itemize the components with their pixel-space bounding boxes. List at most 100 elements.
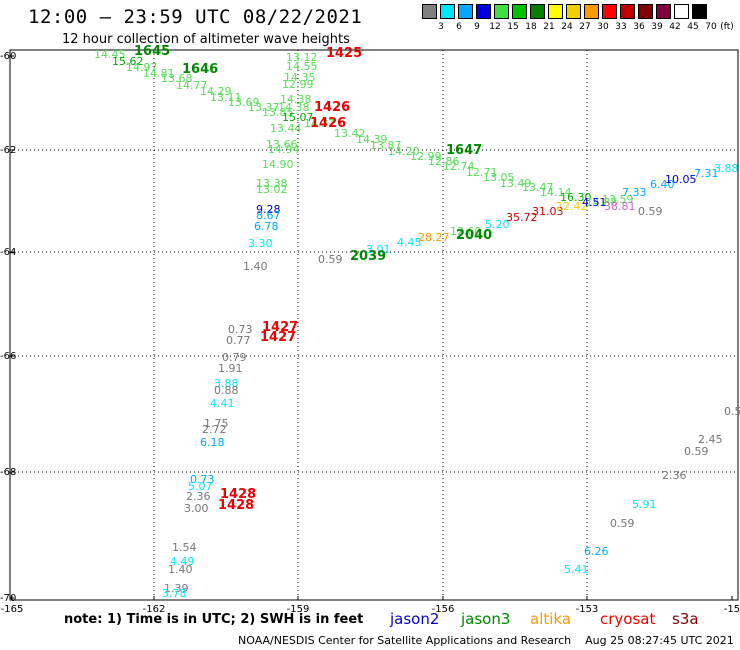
wave-height-label: 3.01 <box>366 243 391 256</box>
wave-height-label: 3.00 <box>184 502 209 515</box>
colorbar-tick: 70 <box>705 22 717 32</box>
wave-height-label: 38.81 <box>604 200 636 213</box>
wave-height-label: 3.88 <box>714 162 739 175</box>
page-subtitle: 12 hour collection of altimeter wave hei… <box>62 32 350 47</box>
colorbar-tick: 3 <box>438 22 444 32</box>
wave-height-label: 22.42 <box>556 200 588 213</box>
colorbar-swatch <box>476 4 491 19</box>
wave-height-label: 6.18 <box>200 436 225 449</box>
colorbar-tick: 30 <box>597 22 609 32</box>
colorbar-swatch <box>422 4 437 19</box>
footer-credit: NOAA/NESDIS Center for Satellite Applica… <box>238 634 734 647</box>
wave-height-label: 9.28 <box>256 203 281 216</box>
colorbar-tick: 15 <box>507 22 519 32</box>
pass-time-label: 1426 <box>314 100 351 115</box>
wave-height-label: 14.14 <box>540 186 572 199</box>
colorbar-tick: 9 <box>474 22 480 32</box>
y-tick-label: -66 <box>0 351 16 362</box>
wave-height-label: 4.41 <box>210 397 235 410</box>
wave-height-label: 16.30 <box>560 191 592 204</box>
wave-height-label: 14.38 <box>280 93 312 106</box>
colorbar-swatch <box>530 4 545 19</box>
wave-height-label: 14.35 <box>284 71 316 84</box>
wave-height-label: 13.66 <box>266 138 298 151</box>
pass-time-label: 2040 <box>456 228 493 243</box>
satellite-legend-jason2: jason2 <box>390 610 440 628</box>
x-tick-label: -156 <box>432 604 455 615</box>
colorbar-unit: (ft) <box>720 22 734 32</box>
wave-height-label: 13.68 <box>161 72 193 85</box>
wave-height-label: 0.79 <box>222 351 247 364</box>
colorbar-tick: 21 <box>543 22 555 32</box>
wave-height-label: 6.78 <box>254 220 279 233</box>
wave-height-label: 7.31 <box>694 167 719 180</box>
wave-height-label: 13.05 <box>483 171 515 184</box>
colorbar-swatch <box>656 4 671 19</box>
colorbar-tick: 18 <box>525 22 537 32</box>
wave-height-label: 1.40 <box>243 260 268 273</box>
y-tick-label: -70 <box>0 593 16 604</box>
pass-time-label: 1427 <box>260 330 297 345</box>
wave-height-label: 10.05 <box>665 173 697 186</box>
footer-timestamp: Aug 25 08:27:45 UTC 2021 <box>585 634 734 647</box>
y-tick-label: -68 <box>0 467 16 478</box>
pass-time-label: 1425 <box>326 46 363 61</box>
wave-height-label: 13.47 <box>522 181 554 194</box>
wave-height-label: 13.12 <box>286 51 318 64</box>
colorbar-tick: 39 <box>651 22 663 32</box>
wave-height-label: 13.02 <box>256 183 288 196</box>
wave-height-label: 12.86 <box>428 155 460 168</box>
wave-height-label: 0.59 <box>684 445 709 458</box>
colorbar-tick: 42 <box>669 22 681 32</box>
wave-height-label: 5.20 <box>485 218 510 231</box>
wave-height-label: 14.77 <box>176 79 208 92</box>
wave-height-label: 1.40 <box>168 563 193 576</box>
wave-height-label: 13.38 <box>256 177 288 190</box>
wave-height-label: 14.94 <box>268 143 300 156</box>
wave-height-label: 13.44 <box>270 122 302 135</box>
wave-height-label: 0.77 <box>226 334 251 347</box>
y-tick-label: -62 <box>0 145 16 156</box>
x-tick-label: -162 <box>143 604 166 615</box>
wave-height-label: 14.29 <box>200 85 232 98</box>
wave-height-label: 5.41 <box>564 563 589 576</box>
wave-height-label: 2.45 <box>698 433 723 446</box>
x-tick-label: -165 <box>1 604 24 615</box>
colorbar-swatch <box>512 4 527 19</box>
wave-height-label: 13.85 <box>262 106 294 119</box>
wave-height-label: 31.03 <box>532 205 564 218</box>
wave-height-label: 0.5 <box>724 405 740 418</box>
wave-height-label: 2.36 <box>186 490 211 503</box>
wave-height-label: 3.30 <box>248 237 273 250</box>
wave-height-label: 3.78 <box>162 587 187 600</box>
wave-height-label: 14.20 <box>388 145 420 158</box>
wave-height-label: 5.07 <box>188 480 213 493</box>
y-tick-label: -60 <box>0 51 16 62</box>
wave-height-label: 6.26 <box>584 545 609 558</box>
pass-time-label: 1645 <box>134 44 171 59</box>
wave-height-label: 13.42 <box>334 127 366 140</box>
wave-height-label: 7.33 <box>622 186 647 199</box>
colorbar-tick: 27 <box>579 22 591 32</box>
colorbar-tick: 6 <box>456 22 462 32</box>
colorbar-swatch <box>602 4 617 19</box>
pass-time-label: 2039 <box>350 249 387 264</box>
x-tick-label: -15 <box>724 604 740 615</box>
wave-height-label: 5.91 <box>632 498 657 511</box>
wave-height-label: 0.73 <box>228 323 253 336</box>
wave-height-label: 14.39 <box>356 133 388 146</box>
wave-height-label: 4.49 <box>170 555 195 568</box>
colorbar-tick: 33 <box>615 22 627 32</box>
satellite-legend-s3a: s3a <box>672 610 699 628</box>
wave-height-label: 12.99 <box>282 78 314 91</box>
wave-height-label: 14.90 <box>262 158 294 171</box>
wave-height-label: 6.40 <box>650 178 675 191</box>
wave-height-label: 14.45 <box>94 48 126 61</box>
satellite-legend-jason3: jason3 <box>461 610 511 628</box>
wave-height-label: 14.81 <box>143 67 175 80</box>
colorbar-swatch <box>494 4 509 19</box>
wave-height-label: 1.75 <box>204 417 229 430</box>
x-tick-label: -159 <box>287 604 310 615</box>
colorbar-swatch <box>692 4 707 19</box>
